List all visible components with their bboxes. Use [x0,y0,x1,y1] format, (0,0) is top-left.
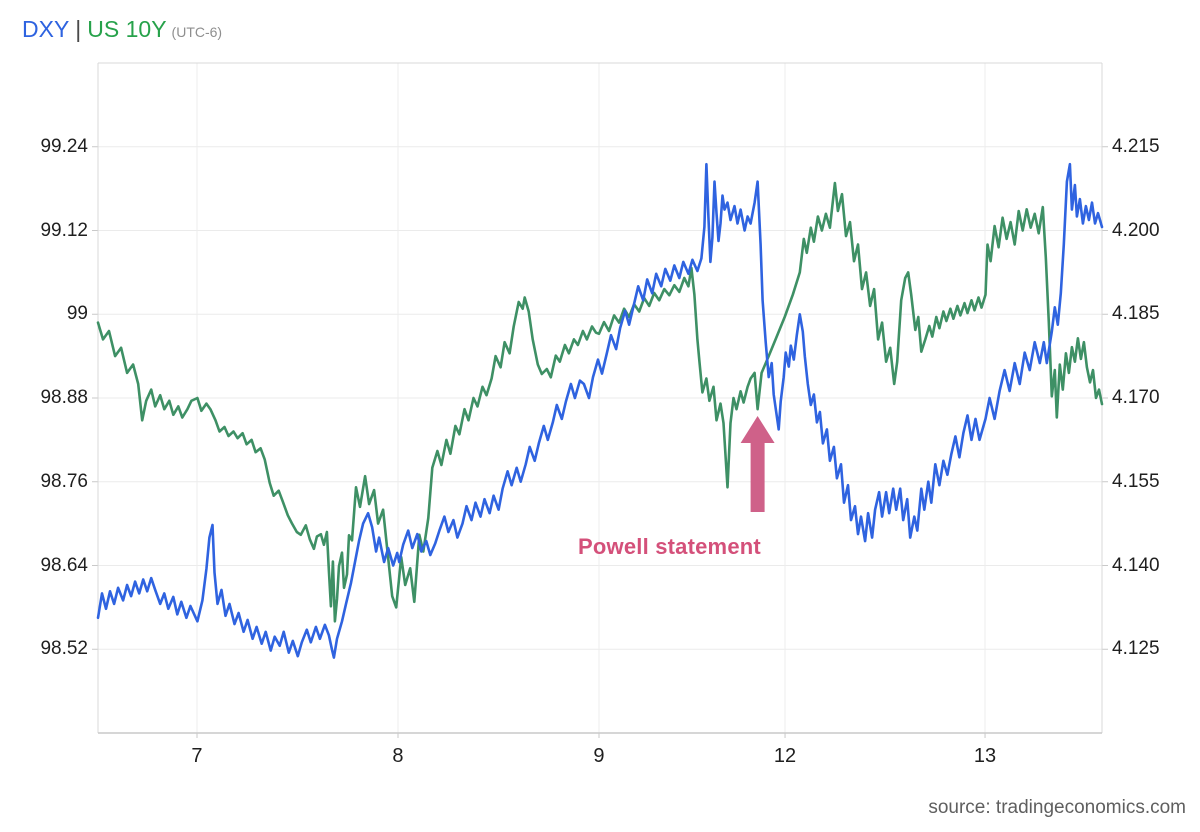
y-axis-label-right: 4.140 [1112,554,1160,576]
dxy-line-series [96,162,1104,659]
y-axis-label-left: 99 [66,303,88,325]
x-axis-label: 13 [973,745,997,767]
y-axis-label-right: 4.155 [1112,470,1160,492]
powell-up-arrow-icon [740,416,775,512]
y-axis-label-left: 99.24 [40,135,88,157]
timezone-note: (UTC-6) [171,24,223,40]
x-axis-label: 7 [191,745,203,767]
powell-annotation-label: Powell statement [578,534,761,559]
legend-us10y: US 10Y [87,16,167,42]
x-axis-label: 12 [773,745,797,767]
y-axis-label-left: 98.76 [40,470,88,492]
y-axis-label-right: 4.170 [1112,387,1160,408]
y-axis-label-right: 4.185 [1112,303,1160,325]
y-axis-label-right: 4.125 [1112,638,1160,660]
y-axis-label-right: 4.200 [1112,219,1160,241]
y-axis-label-left: 99.12 [40,219,88,241]
source-note: source: tradingeconomics.com [928,797,1186,818]
x-axis-label: 9 [593,745,605,767]
y-axis-label-right: 4.215 [1112,135,1160,157]
y-axis-label-left: 98.52 [40,638,88,660]
x-axis-label: 8 [392,745,404,767]
legend-separator: | [75,16,82,42]
y-axis-label-left: 98.64 [40,554,88,576]
y-axis-label-left: 98.88 [40,387,88,408]
chart-title: DXY | US 10Y (UTC-6) [22,16,222,43]
legend-dxy: DXY [22,16,70,42]
